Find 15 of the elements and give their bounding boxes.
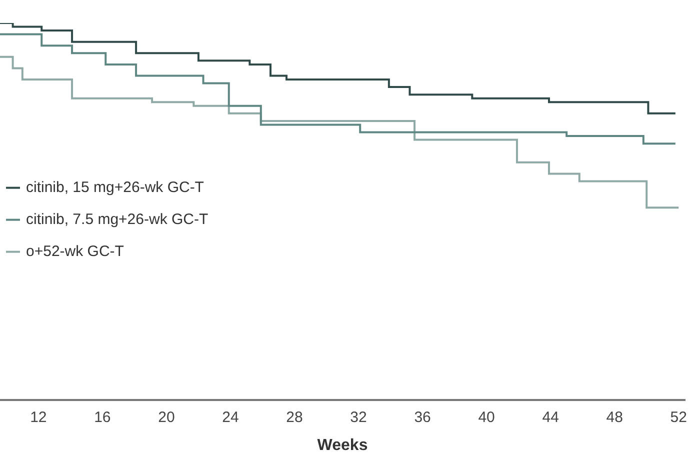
- x-tick-label: 12: [30, 408, 47, 426]
- legend-label: citinib, 7.5 mg+26-wk GC-T: [26, 210, 208, 228]
- x-tick-label: 48: [606, 408, 623, 426]
- x-tick-label: 40: [478, 408, 495, 426]
- x-tick-label: 36: [414, 408, 431, 426]
- x-tick-label: 24: [222, 408, 239, 426]
- x-tick-label: 16: [94, 408, 111, 426]
- x-axis-title: Weeks: [317, 436, 368, 454]
- legend-label: o+52-wk GC-T: [26, 242, 124, 260]
- legend-label: citinib, 15 mg+26-wk GC-T: [26, 178, 204, 196]
- x-tick-label: 52: [670, 408, 687, 426]
- x-tick-label: 20: [158, 408, 175, 426]
- x-tick-label: 44: [542, 408, 559, 426]
- x-tick-label: 32: [350, 408, 367, 426]
- x-tick-label: 28: [286, 408, 303, 426]
